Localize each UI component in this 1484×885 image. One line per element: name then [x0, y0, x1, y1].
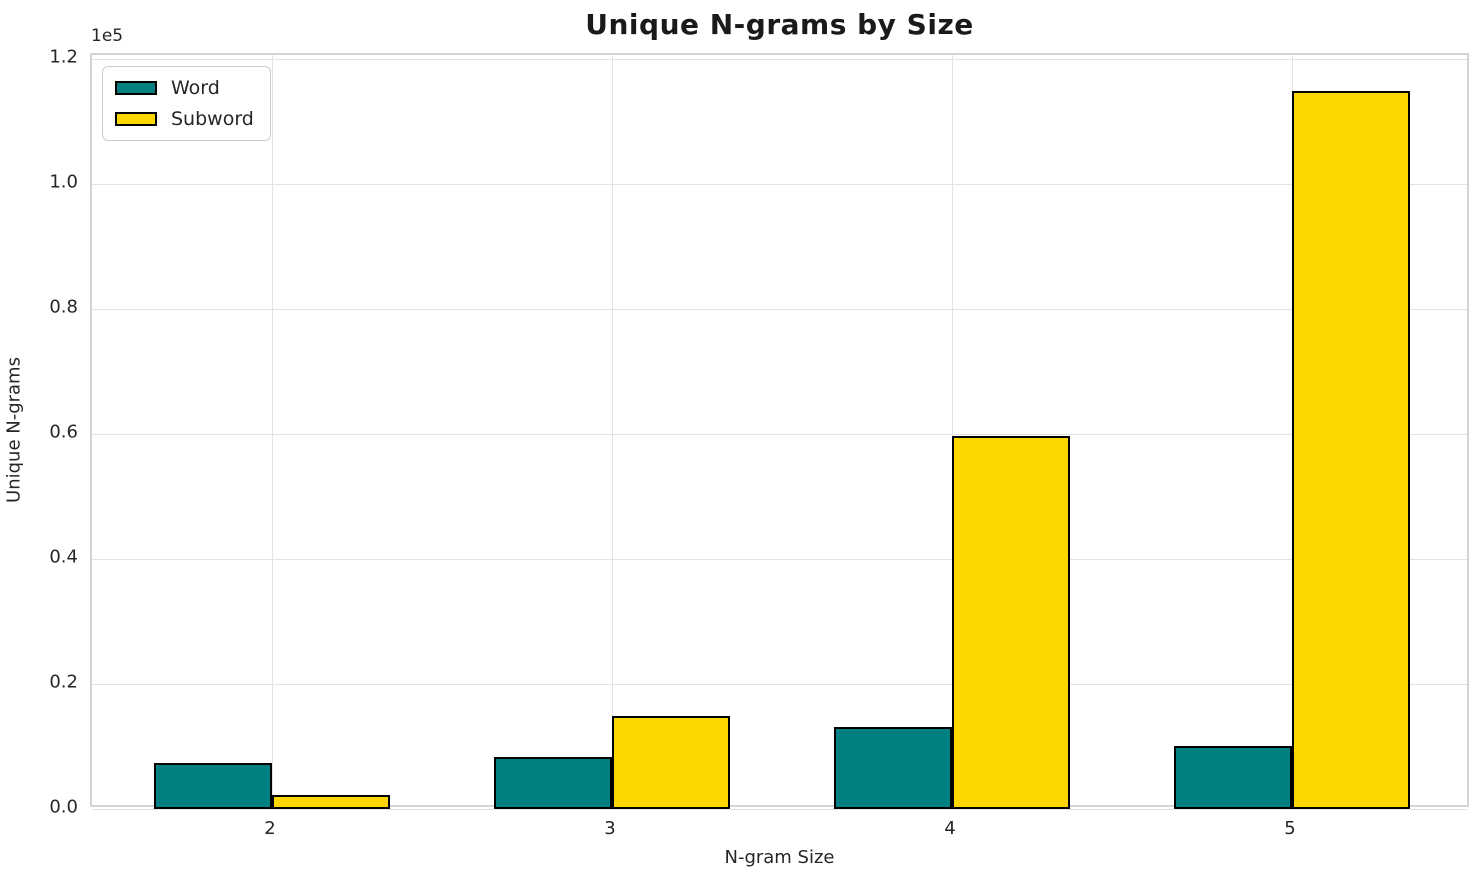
legend-item-subword: Subword [115, 108, 254, 130]
legend-rows: Word Subword [115, 77, 254, 130]
y-tick-label: 0.6 [49, 421, 78, 443]
y-tick-label: 1.0 [49, 171, 78, 193]
gridline-horizontal [92, 309, 1467, 310]
x-axis-label: N-gram Size [724, 847, 835, 868]
bar-subword-ngram-3 [612, 716, 730, 809]
legend-swatch-word [115, 81, 157, 95]
y-tick-label: 1.2 [49, 46, 78, 68]
x-tick-label: 5 [1284, 818, 1296, 839]
y-tick-label: 0.2 [49, 671, 78, 693]
bar-word-ngram-3 [494, 757, 612, 809]
bar-subword-ngram-5 [1292, 91, 1410, 809]
y-tick-label: 0.0 [49, 796, 78, 818]
plot-area: Word Subword [90, 53, 1469, 810]
chart-title: Unique N-grams by Size [585, 8, 974, 41]
y-tick-label: 0.8 [49, 296, 78, 318]
gridline-horizontal [92, 809, 1467, 810]
x-tick-label: 4 [944, 818, 956, 839]
bar-word-ngram-5 [1174, 746, 1292, 809]
gridline-vertical [952, 55, 953, 805]
legend-swatch-subword [115, 112, 157, 126]
bar-subword-ngram-2 [272, 795, 390, 809]
bar-subword-ngram-4 [952, 436, 1070, 809]
legend-item-word: Word [115, 77, 254, 99]
bar-word-ngram-4 [834, 727, 952, 809]
legend: Word Subword [102, 66, 271, 141]
x-tick-label: 3 [604, 818, 616, 839]
bar-word-ngram-2 [154, 763, 272, 809]
gridline-horizontal [92, 184, 1467, 185]
gridline-horizontal [92, 434, 1467, 435]
gridline-vertical [612, 55, 613, 805]
y-axis-offset-text: 1e5 [91, 26, 124, 46]
legend-label: Word [171, 77, 220, 99]
gridline-horizontal [92, 559, 1467, 560]
gridline-horizontal [92, 59, 1467, 60]
x-tick-label: 2 [264, 818, 276, 839]
legend-label: Subword [171, 108, 254, 130]
gridline-vertical [272, 55, 273, 805]
gridline-horizontal [92, 684, 1467, 685]
y-tick-label: 0.4 [49, 546, 78, 568]
